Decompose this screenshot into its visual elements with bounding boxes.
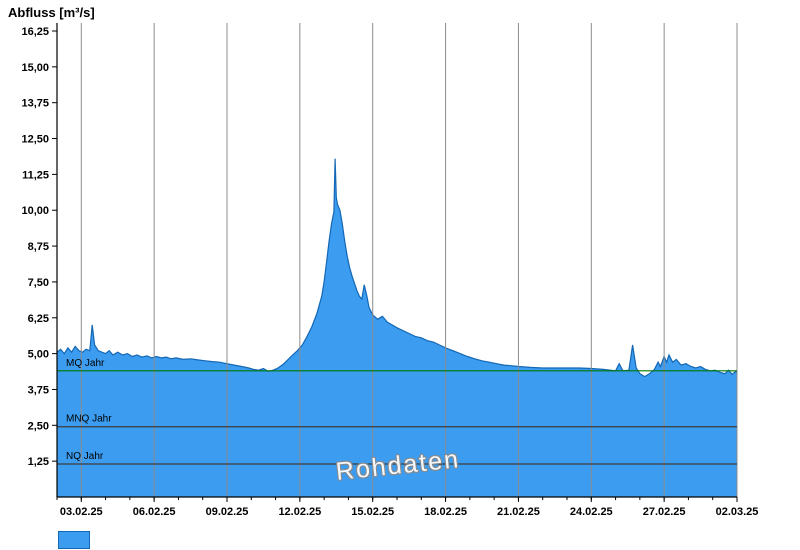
x-tick-label: 24.02.25 xyxy=(570,506,613,518)
y-tick-label: 15,00 xyxy=(21,62,49,74)
x-tick-label: 09.02.25 xyxy=(206,506,249,518)
y-tick-label: 12,50 xyxy=(21,134,49,146)
y-tick-label: 10,00 xyxy=(21,205,49,217)
ref-line-label-nq-jahr: NQ Jahr xyxy=(66,451,104,462)
ref-line-label-mnq-jahr: MNQ Jahr xyxy=(66,414,112,425)
y-tick-label: 7,50 xyxy=(28,277,49,289)
y-tick-label: 8,75 xyxy=(28,241,49,253)
y-tick-label: 11,25 xyxy=(22,169,49,181)
y-tick-label: 2,50 xyxy=(28,420,49,432)
y-tick-label: 16,25 xyxy=(21,26,49,38)
y-tick-label: 13,75 xyxy=(21,98,49,110)
legend-swatch xyxy=(58,531,90,549)
y-tick-label: 3,75 xyxy=(28,384,49,396)
chart-title: Abfluss [m³/s] xyxy=(8,5,95,20)
x-tick-label: 02.03.25 xyxy=(716,506,759,518)
x-tick-label: 21.02.25 xyxy=(497,506,540,518)
y-tick-label: 5,00 xyxy=(28,349,49,361)
y-tick-label: 6,25 xyxy=(28,313,49,325)
ref-line-label-mq-jahr: MQ Jahr xyxy=(66,358,105,369)
x-tick-label: 12.02.25 xyxy=(278,506,321,518)
x-tick-label: 18.02.25 xyxy=(424,506,467,518)
x-tick-label: 03.02.25 xyxy=(60,506,103,518)
x-tick-label: 06.02.25 xyxy=(133,506,176,518)
series-outline xyxy=(56,158,738,378)
x-tick-label: 15.02.25 xyxy=(351,506,394,518)
x-tick-label: 27.02.25 xyxy=(643,506,686,518)
y-tick-label: 1,25 xyxy=(28,456,49,468)
